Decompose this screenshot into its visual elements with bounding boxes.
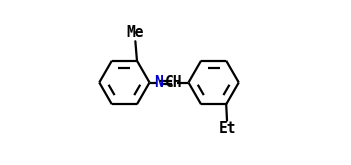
Text: CH: CH — [165, 75, 183, 90]
Text: Me: Me — [127, 25, 144, 40]
Text: N: N — [154, 75, 163, 90]
Text: Et: Et — [219, 121, 237, 136]
